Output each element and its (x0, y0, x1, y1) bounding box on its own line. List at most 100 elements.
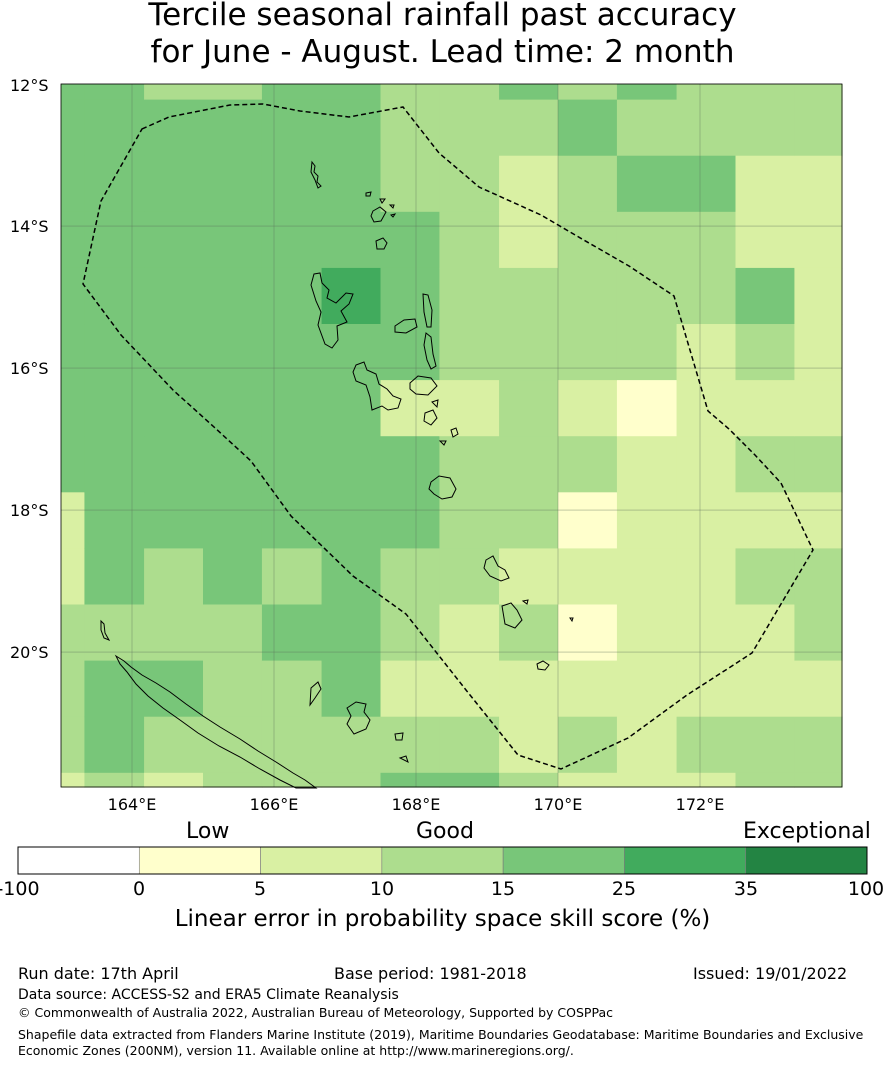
colorbar-segment (17, 846, 140, 875)
skill-cell (616, 548, 678, 606)
map-frame (60, 83, 843, 788)
skill-cell (794, 604, 843, 662)
colorbar-category-exceptional: Exceptional (743, 819, 871, 844)
skill-cell (616, 436, 678, 493)
skill-cell (261, 716, 323, 774)
lon-label-166e: 166°E (249, 795, 299, 814)
skill-cell (144, 716, 204, 774)
island-paama (431, 399, 439, 409)
lat-label-18s: 18°S (10, 501, 49, 520)
colorbar-outline (17, 846, 868, 875)
skill-cell (616, 324, 678, 381)
island-ambae (394, 318, 418, 334)
base-period: Base period: 1981-2018 (334, 964, 527, 983)
skill-cell (439, 84, 500, 101)
lat-label-20s: 20°S (10, 643, 49, 662)
skill-cell (321, 380, 382, 437)
skill-cell (203, 716, 263, 774)
skill-cell (203, 604, 263, 662)
skill-cell (558, 492, 618, 550)
skill-cell (439, 604, 500, 662)
colorbar-tick-35: 35 (733, 878, 759, 900)
skill-cell (499, 99, 559, 157)
island-maewo (422, 293, 433, 328)
skill-cell (735, 155, 796, 213)
skill-cell (380, 660, 441, 718)
colorbar-segment (624, 846, 747, 875)
island-banks-b (379, 198, 386, 204)
skill-cell (735, 211, 796, 269)
colorbar-segment (502, 846, 625, 875)
island-tanna (501, 602, 523, 629)
skill-cell (144, 267, 204, 325)
colorbar-segment (260, 846, 383, 875)
skill-cell (203, 155, 263, 213)
colorbar-category-good: Good (416, 819, 474, 844)
skill-cell (676, 267, 737, 325)
skill-cell (261, 211, 323, 269)
skill-cell (439, 99, 500, 157)
skill-cell (203, 548, 263, 606)
colorbar-tick-15: 15 (490, 878, 516, 900)
skill-cell (144, 660, 204, 718)
skill-cell (380, 324, 441, 381)
island-espiritu-santo (310, 272, 354, 349)
island-erromango (483, 555, 510, 582)
skill-cell (794, 492, 843, 550)
skill-cell (616, 267, 678, 325)
skill-cell (261, 660, 323, 718)
shapefile-credit-line-2: Economic Zones (200NM), version 11. Avai… (18, 1043, 574, 1058)
skill-cell (794, 84, 843, 101)
skill-cell (499, 324, 559, 381)
skill-cell (144, 548, 204, 606)
skill-cell (84, 548, 145, 606)
skill-cell (61, 155, 86, 213)
skill-cell (261, 324, 323, 381)
skill-cell (616, 660, 678, 718)
skill-cell (380, 267, 441, 325)
skill-cell (380, 211, 441, 269)
skill-cell (321, 660, 382, 718)
skill-cell (616, 155, 678, 213)
skill-cell (499, 604, 559, 662)
skill-cell (144, 324, 204, 381)
skill-cell (676, 324, 737, 381)
copyright: © Commonwealth of Australia 2022, Austra… (18, 1005, 613, 1020)
skill-cell (735, 267, 796, 325)
skill-cell (499, 211, 559, 269)
skill-cell (558, 436, 618, 493)
colorbar-label: Linear error in probability space skill … (174, 906, 711, 932)
data-source: Data source: ACCESS-S2 and ERA5 Climate … (18, 987, 399, 1003)
lon-label-164e: 164°E (107, 795, 157, 814)
skill-cell (439, 660, 500, 718)
skill-cell (499, 548, 559, 606)
skill-cell (380, 84, 441, 101)
skill-cell (144, 211, 204, 269)
island-pentecost (423, 332, 437, 370)
colorbar-segment (138, 846, 261, 875)
skill-cell (321, 84, 382, 101)
skill-cell (558, 772, 618, 788)
skill-cell (735, 548, 796, 606)
skill-cell (380, 492, 441, 550)
skill-cell (735, 604, 796, 662)
skill-cell (616, 84, 678, 101)
skill-cell (84, 267, 145, 325)
lat-label-16s: 16°S (10, 359, 49, 378)
island-gaua (370, 206, 387, 223)
skill-cell (558, 548, 618, 606)
skill-cell (61, 548, 86, 606)
skill-cell (676, 772, 737, 788)
colorbar-tick-minus100: -100 (0, 878, 40, 900)
skill-cell (61, 492, 86, 550)
map-title-line-1: Tercile seasonal rainfall past accuracy (148, 0, 737, 33)
skill-cell (61, 211, 86, 269)
skill-cell (321, 99, 382, 157)
skill-cell (144, 772, 204, 788)
skill-cell (380, 548, 441, 606)
skill-cell (380, 604, 441, 662)
island-tongoa (438, 440, 447, 446)
skill-cell (203, 84, 263, 101)
skill-cell (439, 716, 500, 774)
island-belep (100, 619, 111, 641)
